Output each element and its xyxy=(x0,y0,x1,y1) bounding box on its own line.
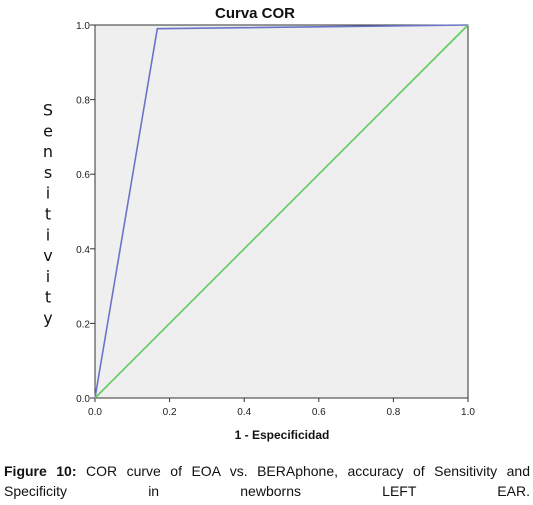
caption-label: Figure 10: xyxy=(4,463,77,479)
y-axis-title-letter: s xyxy=(44,163,52,182)
x-tick-label: 0.4 xyxy=(237,407,251,418)
reference-diagonal-line xyxy=(94,24,469,399)
caption-text: COR curve of EOA vs. BERAphone, accuracy… xyxy=(4,463,531,499)
y-tick-label: 1.0 xyxy=(76,21,90,32)
x-tick-label: 0.8 xyxy=(386,407,400,418)
y-axis-title-letter: t xyxy=(45,205,51,224)
y-axis-title-letter: t xyxy=(45,288,51,307)
y-axis-title-letter: S xyxy=(43,101,53,120)
x-tick-label: 0.6 xyxy=(312,407,326,418)
x-tick-label: 0.2 xyxy=(163,407,177,418)
y-axis-title-letter: i xyxy=(46,225,50,244)
figure-caption: Figure 10: COR curve of EOA vs. BERAphon… xyxy=(4,461,530,501)
series-layer xyxy=(94,24,469,399)
roc-chart: 0.0 0.2 0.4 0.6 0.8 1.0 0.0 0.2 0.4 0.6 0.8 1.0 Cu… xyxy=(43,5,475,442)
y-axis: 0.0 0.2 0.4 0.6 0.8 1.0 xyxy=(76,21,95,405)
y-axis-title-letter: y xyxy=(43,309,52,328)
y-tick-label: 0.6 xyxy=(76,170,90,181)
x-axis: 0.0 0.2 0.4 0.6 0.8 1.0 xyxy=(88,398,475,418)
x-tick-label: 1.0 xyxy=(461,407,475,418)
y-tick-label: 0.8 xyxy=(76,96,90,107)
chart-title: Curva COR xyxy=(215,5,295,22)
y-axis-title-letter: e xyxy=(43,121,53,140)
y-tick-label: 0.0 xyxy=(76,394,90,405)
y-axis-title-letter: n xyxy=(43,142,53,161)
x-axis-title: 1 - Especificidad xyxy=(235,428,330,442)
y-axis-title-letter: v xyxy=(43,246,52,265)
y-axis-title-letter: i xyxy=(46,267,50,286)
x-tick-label: 0.0 xyxy=(88,407,102,418)
roc-curve-line xyxy=(94,24,469,399)
y-tick-label: 0.4 xyxy=(76,245,90,256)
y-axis-title-letter: i xyxy=(46,184,50,203)
y-axis-title: Sensitivity xyxy=(43,101,53,328)
y-tick-label: 0.2 xyxy=(76,319,90,330)
